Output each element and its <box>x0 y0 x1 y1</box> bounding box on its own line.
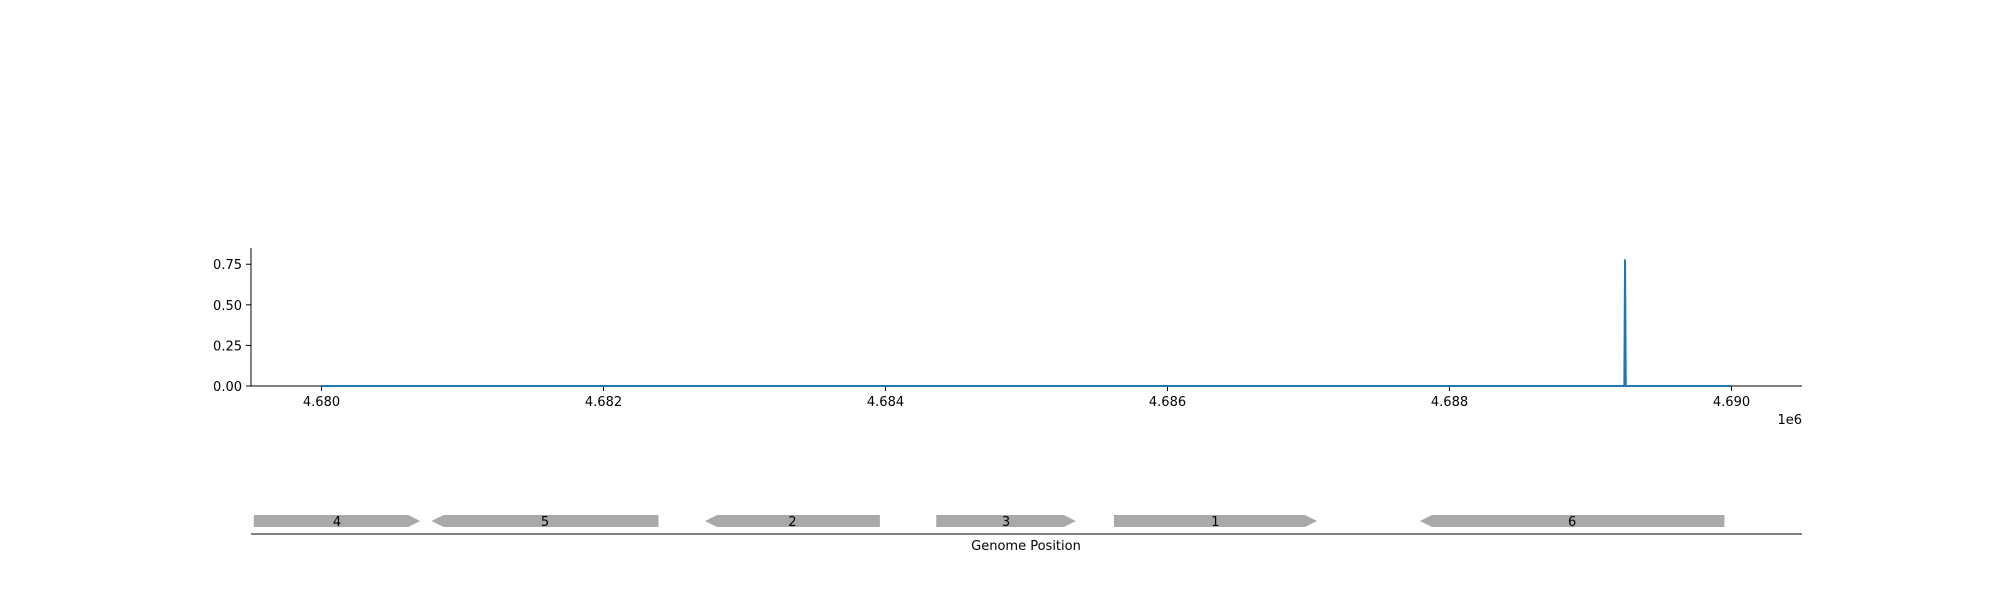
y-tick-label: 0.00 <box>213 380 242 395</box>
x-ticks: 4.680 4.682 4.684 4.686 4.688 4.690 <box>303 386 1750 410</box>
signal-line <box>321 259 1732 387</box>
signal-panel: 0.000.250.500.75 4.680 4.682 4.684 4.686 4.6… <box>213 248 1802 428</box>
x-tick-label: 4.686 <box>1149 395 1186 410</box>
series-layer <box>321 259 1732 387</box>
gene-label: 1 <box>1211 515 1219 530</box>
gene-arrow <box>253 515 421 527</box>
gene-panel: 4 5 2 3 1 6 Genome Position <box>251 515 1802 554</box>
x-tick-label: 4.690 <box>1713 395 1750 410</box>
x-tick-label: 4.682 <box>585 395 622 410</box>
y-tick-label: 0.75 <box>213 258 242 273</box>
gene-arrow <box>431 515 659 527</box>
y-ticks: 0.00 0.25 0.50 0.75 <box>213 258 251 395</box>
x-tick-label: 4.684 <box>867 395 904 410</box>
y-tick-label: 0.50 <box>213 299 242 314</box>
genes-layer: 4 5 2 3 1 6 <box>253 515 1725 530</box>
x-axis-title: Genome Position <box>971 539 1081 554</box>
gene-label: 4 <box>333 515 341 530</box>
gene-arrow <box>705 515 880 527</box>
gene-arrow <box>936 515 1076 527</box>
x-tick-label: 4.688 <box>1431 395 1468 410</box>
gene-arrow <box>1113 515 1317 527</box>
gene-arrow <box>1419 515 1725 527</box>
x-tick-label: 4.680 <box>303 395 340 410</box>
gene-label: 2 <box>788 515 796 530</box>
gene-label: 5 <box>541 515 549 530</box>
y-tick-label: 0.25 <box>213 339 242 354</box>
gene-label: 6 <box>1568 515 1576 530</box>
x-offset-label: 1e6 <box>1777 413 1802 428</box>
gene-label: 3 <box>1002 515 1010 530</box>
